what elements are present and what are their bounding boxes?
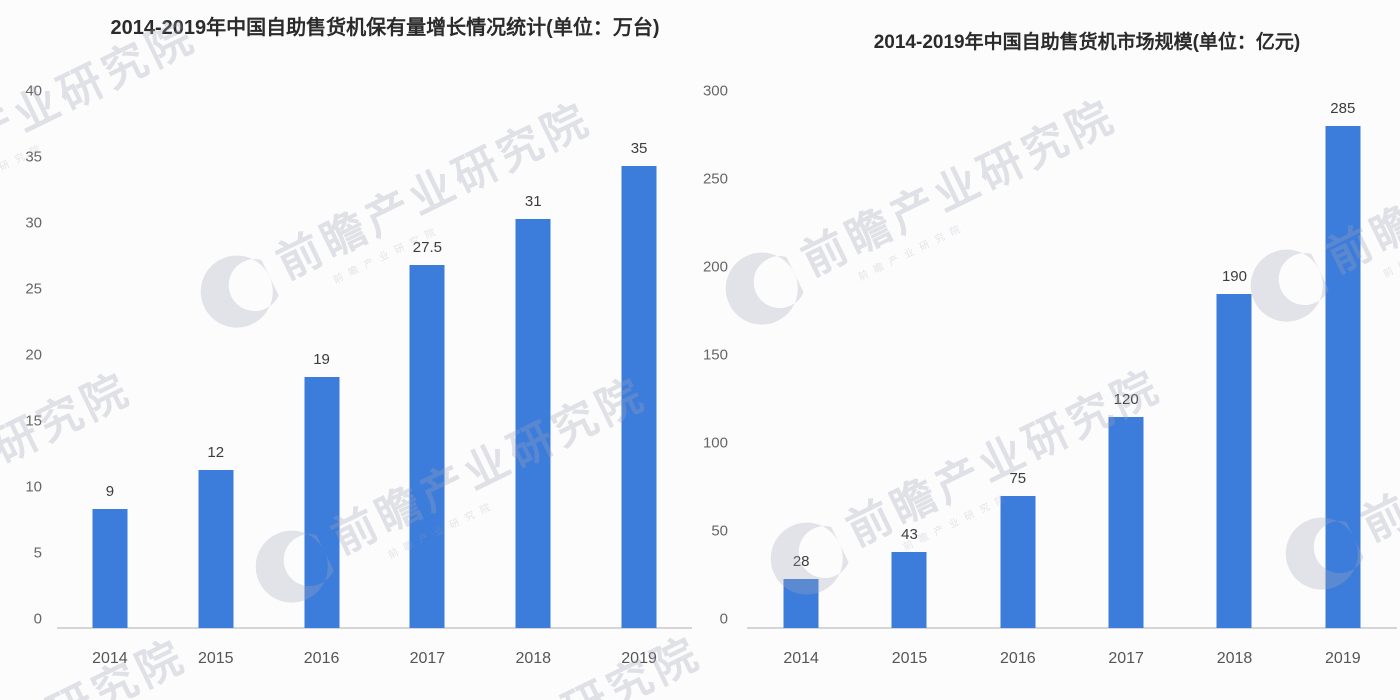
y-axis-tick-label: 250 <box>702 170 728 188</box>
bar <box>409 265 445 628</box>
x-axis-category-label: 2017 <box>409 650 446 667</box>
chart-vending-machine-holdings: 2014-2019年中国自助售货机保有量增长情况统计(单位：万台) 0 5 10 15… <box>0 0 692 700</box>
bar-group-2018: 190 2018 <box>1180 100 1288 667</box>
bar <box>515 218 551 628</box>
bar-value-label: 35 <box>630 140 648 157</box>
x-axis-category-label: 2018 <box>1216 650 1253 667</box>
x-axis-category-label: 2017 <box>1108 650 1144 667</box>
y-axis-tick-label: 25 <box>25 280 42 298</box>
x-axis-line <box>57 627 692 629</box>
bar-value-label: 75 <box>1009 470 1027 487</box>
plot-area: 0 5 10 15 20 25 30 35 40 9 2014 12 2015 19 2016 27.5 201… <box>25 83 692 667</box>
x-axis-category-label: 2018 <box>515 650 552 667</box>
bar-group-2019: 35 2019 <box>586 100 692 667</box>
y-axis-tick-label: 15 <box>25 412 42 430</box>
bar-value-label: 27.5 <box>412 239 443 256</box>
bar-group-2017: 120 2017 <box>1072 100 1180 667</box>
y-axis-tick-label: 150 <box>702 346 728 364</box>
chart-title: 2014-2019年中国自助售货机市场规模(单位：亿元) <box>873 32 1301 53</box>
bar-value-label: 12 <box>207 443 225 461</box>
bar <box>891 552 927 628</box>
chart-vending-machine-market-size: 2014-2019年中国自助售货机市场规模(单位：亿元) 0 50 100 150 20… <box>692 0 1400 700</box>
bar <box>1108 416 1144 628</box>
y-axis-tick-label: 5 <box>33 544 42 562</box>
bar-group-2016: 19 2016 <box>269 100 375 667</box>
bar <box>304 377 340 628</box>
bar <box>1325 126 1361 628</box>
y-axis-tick-label: 50 <box>711 522 728 540</box>
bar-value-label: 28 <box>792 552 810 570</box>
bar <box>198 469 234 628</box>
bar-value-label: 285 <box>1330 100 1356 118</box>
x-axis-category-label: 2019 <box>621 650 657 667</box>
bar-value-label: 31 <box>524 192 542 210</box>
bar-group-2014: 28 2014 <box>747 100 855 667</box>
y-axis-tick-label: 100 <box>702 434 728 452</box>
bar <box>1000 496 1036 628</box>
plot-area: 0 50 100 150 200 250 300 28 2014 43 2015 75 2016 120 2… <box>703 83 1397 667</box>
bar <box>621 166 657 628</box>
chart-title: 2014-2019年中国自助售货机保有量增长情况统计(单位：万台) <box>110 17 660 39</box>
y-axis-tick-label: 40 <box>25 82 42 100</box>
x-axis-category-label: 2014 <box>783 650 819 667</box>
bar-group-2018: 31 2018 <box>480 100 586 667</box>
bar-group-2015: 12 2015 <box>163 100 269 667</box>
bar-group-2016: 75 2016 <box>964 100 1072 667</box>
y-axis-tick-label: 200 <box>702 258 728 276</box>
x-axis-category-label: 2015 <box>197 650 234 667</box>
bar <box>783 578 819 628</box>
x-axis-category-label: 2016 <box>1000 650 1036 667</box>
x-axis-category-label: 2015 <box>891 650 928 667</box>
bar-group-2019: 285 2019 <box>1289 100 1397 667</box>
y-axis-tick-label: 0 <box>719 610 728 628</box>
bar-group-2015: 43 2015 <box>855 100 963 667</box>
y-axis-tick-label: 35 <box>25 148 42 166</box>
y-axis-tick-label: 30 <box>25 214 42 232</box>
bar-value-label: 43 <box>901 526 918 544</box>
y-axis-tick-label: 20 <box>25 346 42 364</box>
y-axis-tick-label: 300 <box>702 82 728 100</box>
x-axis-category-label: 2014 <box>92 650 128 667</box>
bar <box>92 509 128 628</box>
bar-value-label: 19 <box>313 351 330 369</box>
x-axis-category-label: 2016 <box>303 650 340 667</box>
x-axis-line <box>747 627 1397 629</box>
bar-value-label: 9 <box>105 483 115 501</box>
y-axis-tick-label: 0 <box>33 610 42 628</box>
bar-group-2014: 9 2014 <box>57 100 163 667</box>
x-axis-category-label: 2019 <box>1325 650 1361 667</box>
bar-value-label: 190 <box>1221 267 1247 285</box>
bar <box>1216 293 1252 628</box>
bar-value-label: 120 <box>1113 390 1139 408</box>
bar-group-2017: 27.5 2017 <box>375 100 481 667</box>
y-axis-tick-label: 10 <box>25 478 42 496</box>
